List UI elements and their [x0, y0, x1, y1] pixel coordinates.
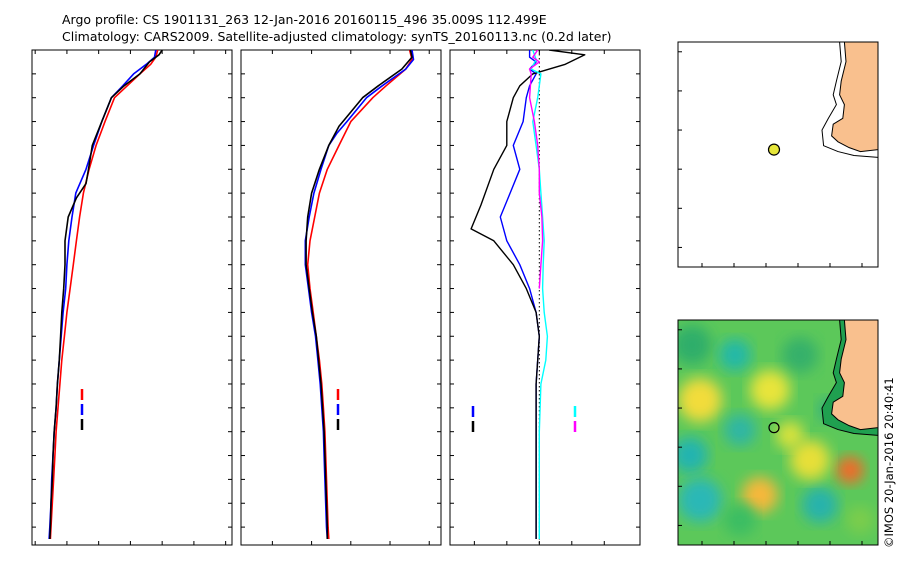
argo-float-marker: [768, 422, 780, 434]
sla-blob: [846, 506, 874, 534]
series-line-satellite-adj--clim-: [304, 50, 415, 540]
profile-title: Argo profile: CS 1901131_263 12-Jan-2016…: [62, 12, 547, 27]
sla-blob: [790, 440, 830, 480]
map-content: [767, 42, 878, 158]
imos-credit: ©IMOS 20-Jan-2016 20:40:41: [882, 377, 896, 548]
sla-blob: [678, 378, 722, 422]
sla-blob: [678, 478, 722, 522]
series-group: [470, 50, 586, 545]
sla-blob: [836, 456, 864, 484]
sla-blob: [782, 337, 818, 373]
map-frame: [677, 41, 879, 268]
argo-float-marker: [767, 143, 781, 156]
series-line-satellite: [530, 50, 549, 539]
series-line-argo--adj-: [470, 50, 586, 539]
plot-frame: [449, 49, 641, 546]
land-mass: [831, 320, 878, 431]
sla-blob: [719, 339, 751, 371]
sla-blob: [724, 504, 756, 536]
series-group: [304, 50, 415, 540]
difference-profile-panel: [449, 49, 641, 546]
bathymetry-contour: [821, 320, 878, 436]
series-line-satellite-adj--clim-: [48, 50, 157, 540]
plot-frame: [240, 49, 442, 546]
sla-blob: [742, 477, 778, 513]
series-line-climatology: [49, 50, 159, 540]
plot-frame: [31, 49, 233, 546]
sla-blob: [750, 370, 790, 410]
series-line-climatology: [306, 50, 413, 540]
land-mass: [831, 42, 878, 153]
sla-blob: [776, 421, 804, 449]
series-line-argo---raw--qc-: [49, 50, 163, 540]
sst-map-panel: [677, 41, 879, 268]
series-group: [48, 50, 163, 540]
map-content: [678, 320, 878, 545]
sla-blob: [678, 325, 712, 365]
bathymetry-contour: [821, 42, 878, 158]
sla-map-panel: [677, 319, 879, 546]
temperature-profile-panel: [31, 49, 233, 546]
sla-blob: [724, 414, 756, 446]
sla-blob: [678, 437, 708, 473]
climatology-title: Climatology: CARS2009. Satellite-adjuste…: [62, 29, 612, 44]
series-line-argo---raw--qc-: [305, 50, 413, 539]
legend: [471, 406, 577, 432]
salinity-profile-panel: [240, 49, 442, 546]
map-frame: [677, 319, 879, 546]
series-line-argo--adj-: [528, 50, 544, 289]
sla-blob: [802, 487, 838, 523]
